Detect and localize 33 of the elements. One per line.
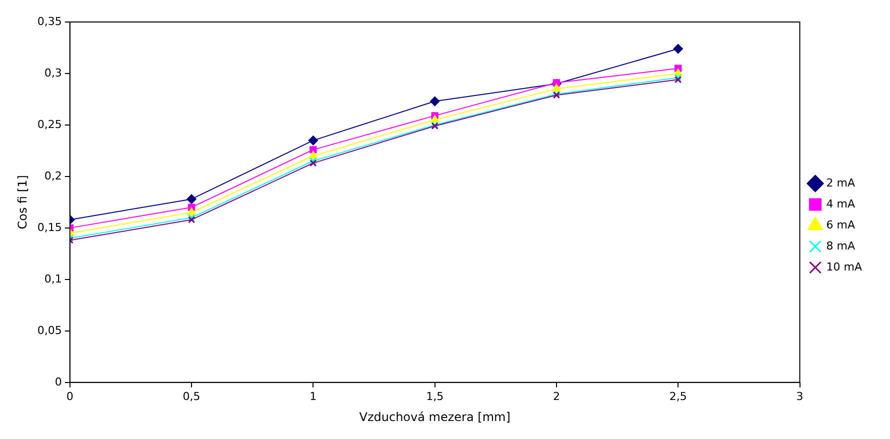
y-tick-label: 0,35: [37, 14, 62, 28]
point: [673, 44, 683, 54]
y-axis-title: Cos fi [1]: [15, 175, 30, 230]
x-tick-label: 2,5: [669, 390, 687, 403]
point: [310, 157, 317, 165]
x-tick-label: 0: [66, 390, 74, 403]
x-axis-title: Vzduchová mezera [mm]: [359, 410, 510, 424]
point: [430, 96, 440, 106]
legend-label: 10 mA: [826, 260, 862, 274]
y-tick-label: 0,2: [44, 169, 62, 182]
legend-label: 2 mA: [826, 176, 856, 190]
point: [552, 79, 560, 86]
x-tick-label: 0,5: [182, 390, 200, 403]
y-tick-label: 0,05: [37, 324, 62, 337]
legend-label: 8 mA: [826, 239, 856, 252]
y-tick-label: 0,3: [44, 66, 62, 80]
point: [308, 151, 318, 159]
point: [186, 194, 196, 204]
legend-label: 6 mA: [826, 218, 856, 232]
x-tick-label: 2: [552, 390, 560, 403]
y-tick-label: 0,1: [44, 272, 62, 286]
point: [552, 84, 561, 92]
x-tick-label: 3: [796, 390, 804, 403]
point: [430, 115, 440, 123]
y-tick-label: 0,15: [37, 220, 62, 234]
x-tick-label: 1: [310, 390, 317, 403]
point: [308, 136, 318, 146]
point: [310, 146, 317, 154]
x-tick-label: 1,5: [426, 390, 444, 403]
y-tick-label: 0,25: [37, 118, 62, 131]
legend-label: 4 mA: [826, 197, 856, 210]
y-tick-label: 0: [54, 375, 62, 388]
point: [187, 208, 196, 216]
